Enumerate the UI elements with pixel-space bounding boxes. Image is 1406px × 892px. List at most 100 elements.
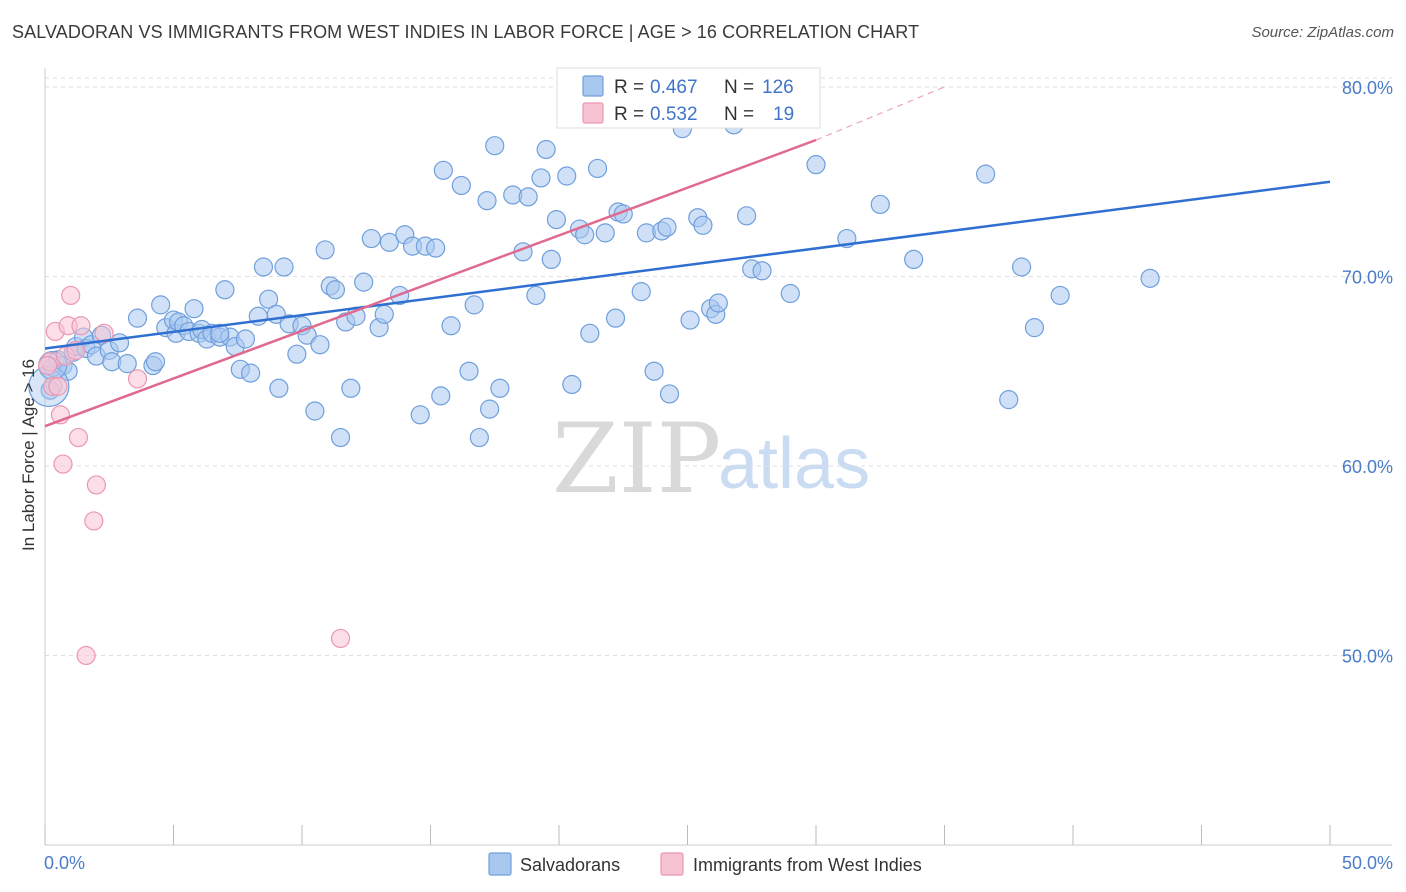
salvadoran-point <box>315 240 335 260</box>
legend-swatch-west-indies <box>582 102 604 124</box>
salvadoran-point <box>361 228 381 249</box>
x-tick-labels: 0.0% 50.0% <box>44 853 1393 873</box>
salvadoran-point <box>274 257 294 277</box>
watermark-zip: ZIP <box>552 403 721 515</box>
salvadoran-point <box>659 384 680 404</box>
salvadoran-point <box>469 427 489 448</box>
series-legend-label-salvadorans: Salvadorans <box>520 855 620 875</box>
salvadoran-point <box>330 427 351 448</box>
salvadoran-point <box>305 401 325 421</box>
salvadoran-point <box>145 352 166 372</box>
salvadoran-point <box>464 295 484 315</box>
west-indies-point <box>68 427 89 448</box>
legend-n-label-1: N = <box>724 77 754 98</box>
west-indies-point <box>53 454 73 474</box>
salvadoran-point <box>127 308 148 328</box>
salvadoran-point <box>410 405 430 425</box>
salvadoran-point <box>557 166 577 186</box>
salvadoran-point <box>644 361 664 381</box>
salvadoran-point <box>235 329 256 349</box>
salvadoran-point <box>531 168 551 188</box>
salvadoran-point <box>459 361 479 381</box>
trend-line-west-indies <box>44 138 817 428</box>
salvadoran-point <box>374 304 394 324</box>
salvadoran-point <box>580 323 600 343</box>
x-tick-label-min: 0.0% <box>44 853 85 873</box>
salvadoran-point <box>976 164 996 184</box>
salvadoran-point <box>518 187 538 207</box>
salvadoran-point <box>426 238 446 258</box>
series-legend-swatch-west-indies <box>660 852 684 876</box>
y-tick-label: 70.0% <box>1342 267 1393 287</box>
west-indies-point <box>61 285 81 306</box>
salvadoran-point <box>541 249 561 270</box>
west-indies-point <box>76 645 96 666</box>
y-axis-title: In Labor Force | Age > 16 <box>19 359 38 551</box>
salvadoran-point <box>1050 285 1070 306</box>
salvadoran-point <box>287 344 307 364</box>
salvadoran-point <box>485 136 505 156</box>
salvadoran-point <box>737 206 757 226</box>
salvadoran-point <box>526 285 546 306</box>
salvadoran-point <box>904 249 924 270</box>
salvadoran-point <box>269 378 289 398</box>
west-indies-point <box>127 369 148 389</box>
salvadoran-point <box>379 232 399 252</box>
salvadoran-point <box>546 210 567 230</box>
salvadoran-point <box>241 363 261 383</box>
salvadoran-point <box>870 194 890 215</box>
salvadoran-point <box>999 390 1019 410</box>
stats-legend: R = 0.467 N = 126 R = 0.532 N = 19 <box>556 67 821 129</box>
salvadoran-point <box>325 280 346 300</box>
west-indies-point <box>37 355 58 376</box>
west-indies-point <box>71 316 91 336</box>
west-indies-point <box>86 475 107 495</box>
salvadoran-point <box>752 261 772 281</box>
salvadoran-point <box>657 217 677 237</box>
salvadoran-point <box>341 378 361 398</box>
legend-r-label-1: R = <box>614 77 644 98</box>
y-tick-label: 80.0% <box>1342 78 1393 98</box>
salvadoran-point <box>587 158 608 179</box>
series-legend-swatch-salvadorans <box>488 852 512 876</box>
salvadoran-point <box>215 280 235 300</box>
salvadoran-point <box>433 160 453 180</box>
salvadoran-point <box>708 293 728 313</box>
legend-r-value-2: 0.532 <box>650 104 698 125</box>
x-tick-label-max: 50.0% <box>1342 853 1393 873</box>
series-west-indies-points <box>37 285 351 666</box>
salvadoran-point <box>210 323 230 343</box>
west-indies-point <box>48 376 68 396</box>
salvadoran-point <box>806 155 826 175</box>
legend-r-label-2: R = <box>614 104 644 125</box>
y-tick-label: 60.0% <box>1342 457 1393 477</box>
salvadoran-point <box>631 282 651 302</box>
salvadoran-point <box>117 354 137 374</box>
salvadoran-point <box>693 215 713 235</box>
legend-n-value-2: 19 <box>773 104 794 125</box>
y-tick-labels: 50.0% 60.0% 70.0% 80.0% <box>1342 78 1393 667</box>
trend-line-west-indies-extension <box>815 86 945 141</box>
salvadoran-point <box>354 272 374 292</box>
legend-n-value-1: 126 <box>762 77 794 98</box>
axes <box>44 68 1392 846</box>
legend-swatch-salvadorans <box>582 75 604 97</box>
trend-lines <box>44 86 1331 428</box>
west-indies-point <box>94 323 114 343</box>
salvadoran-point <box>151 295 171 315</box>
salvadoran-point <box>477 191 497 211</box>
legend-n-label-2: N = <box>724 104 754 125</box>
salvadoran-point <box>258 289 279 309</box>
salvadoran-point <box>680 310 700 330</box>
salvadoran-point <box>253 257 274 277</box>
trend-line-salvadorans <box>44 180 1331 350</box>
salvadoran-point <box>595 223 615 243</box>
watermark-atlas: atlas <box>718 424 870 504</box>
salvadoran-point <box>780 283 800 304</box>
west-indies-point <box>84 511 104 531</box>
series-legend: Salvadorans Immigrants from West Indies <box>488 852 922 876</box>
salvadoran-point <box>441 316 461 336</box>
salvadoran-point <box>562 374 582 395</box>
y-tick-label: 50.0% <box>1342 646 1393 666</box>
salvadoran-point <box>184 299 204 319</box>
